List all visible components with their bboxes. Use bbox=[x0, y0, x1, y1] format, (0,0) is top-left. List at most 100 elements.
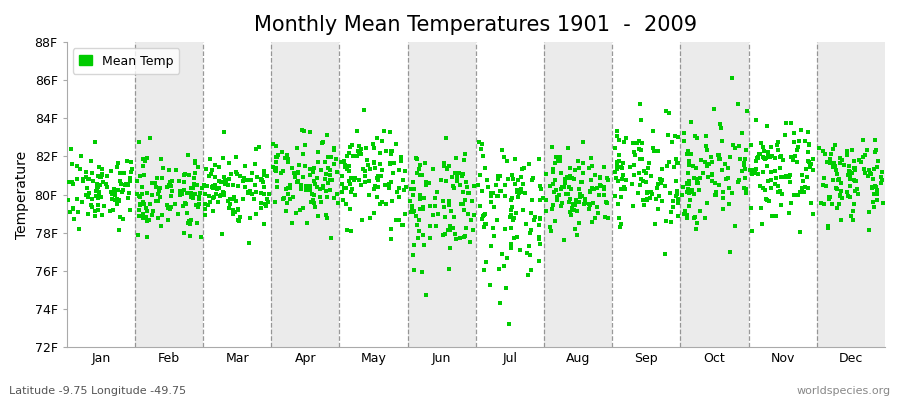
Point bbox=[85, 158, 99, 164]
Point bbox=[796, 185, 810, 192]
Legend: Mean Temp: Mean Temp bbox=[73, 48, 179, 74]
Point bbox=[426, 212, 440, 218]
Point bbox=[316, 138, 330, 145]
Point bbox=[374, 161, 388, 167]
Bar bbox=[817, 42, 885, 347]
Point bbox=[450, 174, 464, 180]
Point bbox=[500, 175, 515, 182]
Point bbox=[823, 194, 837, 200]
Point bbox=[202, 199, 217, 205]
Point bbox=[293, 182, 308, 188]
Point bbox=[182, 172, 196, 178]
Point bbox=[389, 140, 403, 147]
Point bbox=[226, 182, 240, 188]
Point bbox=[229, 154, 243, 160]
Point bbox=[415, 269, 429, 275]
Point bbox=[610, 178, 625, 184]
Point bbox=[258, 203, 273, 209]
Point bbox=[644, 189, 658, 195]
Point bbox=[851, 157, 866, 164]
Point bbox=[308, 181, 322, 187]
Point bbox=[770, 183, 785, 189]
Point bbox=[482, 184, 496, 190]
Point bbox=[130, 232, 145, 238]
Point bbox=[498, 181, 512, 188]
Point bbox=[207, 194, 221, 200]
Point bbox=[205, 208, 220, 214]
Point bbox=[403, 186, 418, 192]
Point bbox=[680, 180, 694, 186]
Point bbox=[416, 204, 430, 211]
Point bbox=[648, 220, 662, 227]
Point bbox=[349, 152, 364, 159]
Point bbox=[755, 144, 770, 150]
Point bbox=[536, 195, 550, 202]
Point bbox=[610, 166, 625, 172]
Point bbox=[142, 216, 157, 223]
Point bbox=[798, 184, 813, 190]
Point bbox=[590, 210, 605, 217]
Point bbox=[640, 190, 654, 196]
Point bbox=[231, 206, 246, 213]
Bar bbox=[612, 42, 680, 347]
Point bbox=[752, 151, 767, 157]
Point bbox=[379, 201, 393, 207]
Point bbox=[480, 177, 494, 183]
Point bbox=[737, 175, 751, 181]
Point bbox=[654, 198, 669, 204]
Point bbox=[191, 204, 205, 210]
Point bbox=[778, 174, 792, 180]
Point bbox=[218, 180, 232, 187]
Point bbox=[355, 151, 369, 157]
Point bbox=[588, 215, 602, 221]
Point bbox=[105, 206, 120, 213]
Point bbox=[232, 213, 247, 220]
Point bbox=[176, 203, 191, 209]
Point bbox=[457, 207, 472, 214]
Point bbox=[396, 177, 410, 183]
Point bbox=[857, 165, 871, 172]
Point bbox=[94, 174, 108, 180]
Point bbox=[161, 204, 176, 211]
Point bbox=[849, 166, 863, 173]
Point bbox=[778, 173, 793, 179]
Point bbox=[64, 146, 78, 152]
Point bbox=[271, 151, 285, 158]
Point bbox=[295, 205, 310, 211]
Title: Monthly Mean Temperatures 1901  -  2009: Monthly Mean Temperatures 1901 - 2009 bbox=[255, 15, 698, 35]
Point bbox=[81, 194, 95, 200]
Point bbox=[866, 176, 880, 182]
Point bbox=[832, 200, 847, 207]
Point bbox=[510, 189, 525, 195]
Point bbox=[477, 224, 491, 230]
Point bbox=[81, 176, 95, 182]
Point bbox=[89, 188, 104, 194]
Point bbox=[610, 128, 625, 134]
Point bbox=[452, 170, 466, 176]
Point bbox=[563, 173, 578, 180]
Point bbox=[559, 190, 573, 197]
Point bbox=[740, 108, 754, 114]
Point bbox=[343, 144, 357, 150]
Point bbox=[749, 117, 763, 123]
Point bbox=[289, 210, 303, 216]
Point bbox=[110, 164, 124, 170]
Point bbox=[413, 192, 428, 198]
Point bbox=[619, 134, 634, 141]
Point bbox=[183, 221, 197, 227]
Point bbox=[84, 202, 98, 208]
Point bbox=[659, 217, 673, 224]
Point bbox=[550, 196, 564, 203]
Point bbox=[514, 174, 528, 180]
Point bbox=[663, 219, 678, 226]
Point bbox=[187, 158, 202, 164]
Point bbox=[103, 207, 117, 214]
Point bbox=[581, 206, 596, 212]
Point bbox=[292, 178, 306, 184]
Point bbox=[553, 154, 567, 160]
Point bbox=[651, 206, 665, 212]
Point bbox=[130, 177, 144, 184]
Point bbox=[409, 213, 423, 219]
Point bbox=[173, 192, 187, 198]
Point bbox=[764, 177, 778, 183]
